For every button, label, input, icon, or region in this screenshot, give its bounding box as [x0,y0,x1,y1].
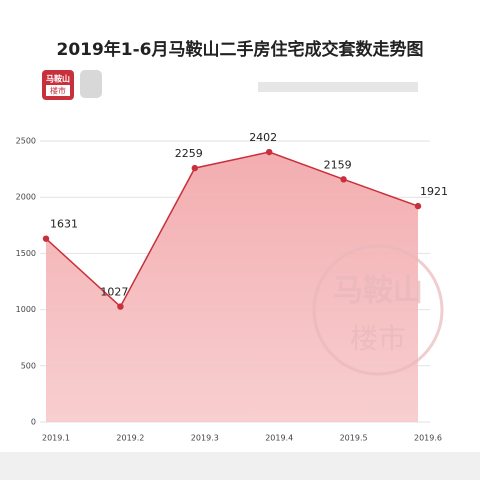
point [117,303,124,310]
y-tick-label: 2500 [16,137,36,146]
point [340,176,347,183]
x-tick-label: 2019.2 [116,434,144,443]
chart-title: 2019年1-6月马鞍山二手房住宅成交套数走势图 [56,39,423,60]
point [266,148,273,156]
blurred-text [258,82,418,92]
x-tick-label: 2019.3 [191,434,219,443]
x-tick-label: 2019.1 [42,434,70,443]
logo-top: 马鞍山 [46,74,70,84]
data-label: 2259 [175,147,203,160]
data-label: 1027 [100,286,128,299]
x-tick-label: 2019.6 [414,434,442,443]
logo-inner [46,85,70,96]
point [191,164,198,172]
data-label: 2402 [249,131,277,144]
y-tick-label: 2000 [16,193,36,202]
blurred-name [80,70,102,98]
x-tick-label: 2019.4 [265,434,293,443]
data-label: 1921 [420,185,448,198]
y-tick-label: 500 [21,361,36,370]
watermark-bottom: 楼市 [350,322,406,355]
watermark-ring [312,244,444,376]
y-tick-label: 1000 [16,305,36,314]
logo-bottom: 楼市 [50,86,66,96]
data-label: 1631 [50,218,78,231]
bottom-band [0,452,480,480]
plot: 0 500 1000 1500 2000 2500 1631 1027 2259 2402 2159… [16,131,448,442]
data-label: 2159 [324,158,352,171]
watermark-top: 马鞍山 [333,274,423,309]
y-tick-label: 0 [31,418,36,427]
line [45,151,419,308]
area [46,152,418,422]
point [414,202,422,210]
y-tick-label: 1500 [16,249,36,258]
point [42,235,50,242]
x-tick-label: 2019.5 [340,434,368,443]
